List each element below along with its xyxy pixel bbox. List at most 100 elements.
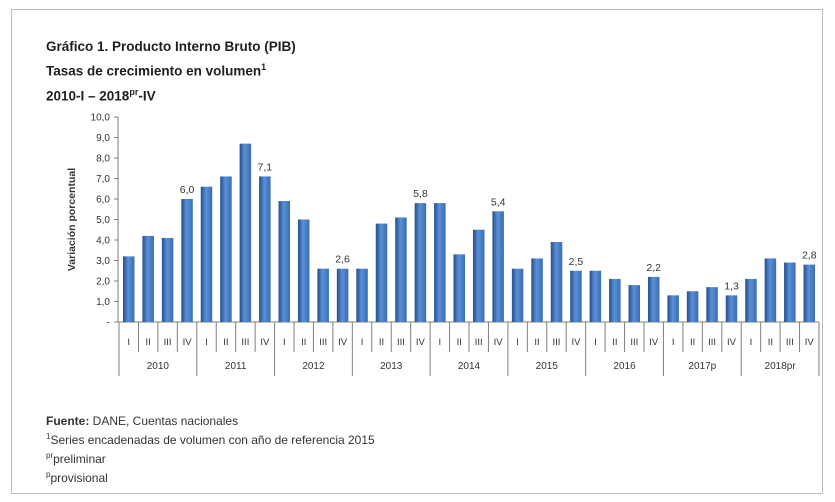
quarter-label: IV	[494, 337, 504, 348]
bar	[415, 203, 427, 322]
bar	[473, 230, 485, 322]
year-label: 2018pr	[765, 361, 797, 372]
data-label: 2,8	[802, 250, 817, 262]
y-tick-label: 6,0	[96, 195, 110, 206]
bar	[376, 224, 388, 322]
quarter-label: II	[223, 337, 228, 348]
quarter-label: I	[516, 337, 519, 348]
bar	[454, 254, 466, 322]
data-label: 5,4	[491, 196, 506, 208]
y-tick-label: 9,0	[96, 133, 110, 144]
bar	[317, 269, 329, 322]
source-note: Fuente: DANE, Cuentas nacionales	[46, 413, 375, 429]
footnote-p-text: provisional	[50, 471, 107, 485]
footnote-pr-text: preliminar	[53, 452, 106, 466]
bar	[687, 291, 699, 322]
y-tick-label: 4,0	[96, 236, 110, 247]
quarter-label: II	[457, 337, 462, 348]
y-tick-label: 3,0	[96, 256, 110, 267]
bar	[784, 263, 796, 322]
bar	[240, 144, 252, 322]
year-label: 2013	[380, 361, 403, 372]
quarter-label: III	[708, 337, 716, 348]
bar	[609, 279, 621, 322]
footnote-1: 1Series encadenadas de volumen con año d…	[46, 429, 375, 448]
bar	[590, 271, 602, 322]
quarter-label: III	[553, 337, 561, 348]
year-label: 2011	[225, 361, 247, 372]
bar	[765, 258, 777, 322]
y-axis-title: Variación porcentual	[66, 168, 78, 271]
quarter-label: IV	[416, 337, 426, 348]
quarter-label: II	[301, 337, 306, 348]
quarter-label: I	[283, 337, 286, 348]
quarter-label: I	[205, 337, 208, 348]
chart-footer: Fuente: DANE, Cuentas nacionales 1Series…	[46, 413, 375, 486]
bar	[201, 187, 213, 322]
bar	[259, 176, 271, 322]
footnote-p: pprovisional	[46, 467, 375, 486]
data-label: 2,5	[569, 256, 584, 268]
quarter-label: III	[786, 337, 794, 348]
quarter-label: III	[241, 337, 249, 348]
bar	[279, 201, 291, 322]
quarter-label: III	[475, 337, 483, 348]
year-label: 2012	[302, 361, 325, 372]
bar	[531, 258, 543, 322]
y-tick-label: 10,0	[91, 113, 111, 124]
bar	[726, 295, 738, 322]
bar	[706, 287, 718, 322]
bar	[123, 256, 135, 322]
year-label: 2014	[458, 361, 481, 372]
quarter-label: III	[397, 337, 405, 348]
data-label: 7,1	[258, 161, 273, 173]
y-tick-label: 1,0	[96, 297, 110, 308]
quarter-label: IV	[571, 337, 581, 348]
quarter-label: I	[361, 337, 364, 348]
bar	[220, 176, 232, 322]
bar	[356, 269, 368, 322]
data-label: 2,6	[335, 254, 350, 266]
year-label: 2016	[613, 361, 636, 372]
data-label: 6,0	[180, 184, 195, 196]
bar	[337, 269, 349, 322]
quarter-label: III	[164, 337, 172, 348]
bar	[395, 217, 407, 322]
quarter-label: IV	[338, 337, 348, 348]
quarter-label: II	[534, 337, 539, 348]
bar	[181, 199, 193, 322]
bar	[804, 265, 816, 322]
quarter-label: I	[127, 337, 130, 348]
bar	[648, 277, 660, 322]
bar	[745, 279, 757, 322]
year-label: 2015	[536, 361, 559, 372]
quarter-label: I	[750, 337, 753, 348]
quarter-label: IV	[805, 337, 815, 348]
data-label: 1,3	[724, 280, 739, 292]
y-tick-label: 2,0	[96, 277, 110, 288]
bar	[512, 269, 523, 322]
quarter-label: II	[690, 337, 695, 348]
quarter-label: IV	[727, 337, 737, 348]
data-label: 2,2	[646, 262, 661, 274]
source-label: Fuente:	[46, 414, 89, 428]
quarter-label: IV	[649, 337, 659, 348]
y-tick-label: 8,0	[96, 154, 110, 165]
bar	[298, 220, 310, 323]
footnote-pr: prpreliminar	[46, 448, 375, 467]
y-tick-label: 5,0	[96, 215, 110, 226]
year-label: 2017p	[688, 361, 716, 372]
bar	[667, 295, 679, 322]
quarter-label: IV	[260, 337, 270, 348]
bar	[551, 242, 563, 322]
quarter-label: III	[630, 337, 638, 348]
footnote-1-text: Series encadenadas de volumen con año de…	[50, 433, 374, 447]
source-text: DANE, Cuentas nacionales	[89, 414, 238, 428]
quarter-label: II	[146, 337, 151, 348]
quarter-label: I	[672, 337, 675, 348]
bar	[570, 271, 582, 322]
y-tick-label: 7,0	[96, 174, 110, 185]
quarter-label: I	[594, 337, 597, 348]
quarter-label: II	[612, 337, 617, 348]
quarter-label: II	[379, 337, 384, 348]
